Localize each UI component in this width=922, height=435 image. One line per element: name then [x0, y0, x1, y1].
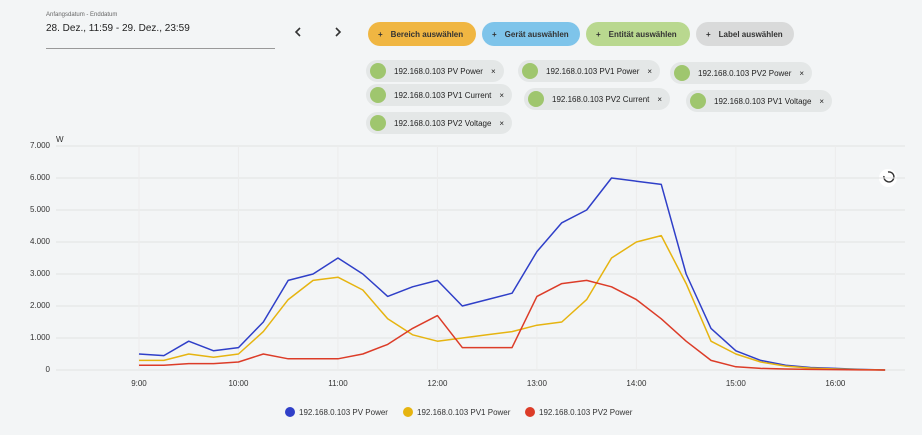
chip-icon [528, 91, 544, 107]
prev-arrow[interactable] [294, 27, 301, 37]
chip-icon [674, 65, 690, 81]
y-tick-label: 2.000 [30, 301, 51, 310]
close-icon[interactable]: × [499, 118, 505, 128]
chip-icon [522, 63, 538, 79]
chip[interactable]: 192.168.0.103 PV1 Power × [518, 60, 661, 82]
next-arrow[interactable] [335, 27, 342, 37]
button-label: Gerät auswählen [504, 29, 569, 39]
chip-label: 192.168.0.103 PV2 Voltage [394, 118, 492, 128]
y-tick-label: 3.000 [30, 269, 51, 278]
button-label: Bereich auswählen [390, 29, 464, 39]
chip-label: 192.168.0.103 PV1 Voltage [714, 96, 812, 106]
plus-icon: + [378, 29, 383, 39]
plus-icon: + [596, 29, 601, 39]
x-tick-label: 12:00 [427, 379, 448, 388]
chip[interactable]: 192.168.0.103 PV1 Voltage × [686, 90, 833, 112]
button[interactable]: + Label auswählen [696, 22, 794, 46]
y-unit: W [56, 135, 64, 144]
chip-label: 192.168.0.103 PV1 Power [546, 66, 640, 76]
x-tick-label: 13:00 [527, 379, 548, 388]
legend-marker [525, 407, 535, 417]
legend-label: 192.168.0.103 PV2 Power [539, 408, 633, 417]
data-line [138, 279, 886, 371]
button-label: Label auswählen [718, 29, 783, 39]
x-tick-label: 14:00 [626, 379, 647, 388]
x-tick-label: 15:00 [726, 379, 747, 388]
close-icon[interactable]: × [657, 94, 663, 104]
button[interactable]: + Entität auswählen [586, 22, 690, 46]
x-tick-label: 10:00 [228, 379, 249, 388]
legend-marker [403, 407, 413, 417]
close-icon[interactable]: × [499, 90, 505, 100]
chip-icon [690, 93, 706, 109]
data-line [138, 234, 886, 371]
date-label: Anfangsdatum - Enddatum [46, 12, 118, 18]
button[interactable]: + Bereich auswählen [368, 22, 476, 46]
y-tick-label: 5.000 [30, 205, 51, 214]
chip-icon [370, 87, 386, 103]
button[interactable]: + Gerät auswählen [482, 22, 580, 46]
chip-label: 192.168.0.103 PV2 Power [698, 68, 792, 78]
y-tick-label: 1.000 [30, 333, 51, 342]
close-icon[interactable]: × [490, 66, 496, 76]
plus-icon: + [492, 29, 497, 39]
chip[interactable]: 192.168.0.103 PV1 Current × [366, 84, 513, 106]
x-tick-label: 11:00 [328, 379, 348, 388]
chip-label: 192.168.0.103 PV1 Current [394, 90, 492, 100]
plus-icon: + [706, 29, 711, 39]
chip-label: 192.168.0.103 PV2 Current [552, 94, 650, 104]
chip[interactable]: 192.168.0.103 PV Power × [366, 60, 504, 82]
chip[interactable]: 192.168.0.103 PV2 Voltage × [366, 112, 513, 134]
chip-icon [370, 115, 386, 131]
chip-icon [370, 63, 386, 79]
data-line [138, 177, 886, 371]
date-value: 28. Dez., 11:59 - 29. Dez., 23:59 [46, 23, 190, 34]
chip[interactable]: 192.168.0.103 PV2 Power × [670, 62, 813, 84]
x-tick-label: 16:00 [825, 379, 846, 388]
x-tick-label: 9:00 [131, 379, 147, 388]
nav-arrows [294, 27, 342, 37]
button-label: Entität auswählen [608, 29, 677, 39]
y-tick-label: 4.000 [30, 237, 51, 246]
chip-label: 192.168.0.103 PV Power [394, 66, 483, 76]
legend-label: 192.168.0.103 PV Power [299, 408, 388, 417]
legend-marker [285, 407, 295, 417]
close-icon[interactable]: × [647, 66, 653, 76]
legend-label: 192.168.0.103 PV1 Power [417, 408, 511, 417]
close-icon[interactable]: × [819, 96, 825, 106]
close-icon[interactable]: × [799, 68, 805, 78]
y-tick-label: 7.000 [30, 141, 51, 150]
y-tick-label: 0 [46, 365, 51, 374]
date-picker[interactable]: Anfangsdatum - Enddatum 28. Dez., 11:59 … [46, 12, 275, 49]
chip[interactable]: 192.168.0.103 PV2 Current × [524, 88, 671, 110]
y-tick-label: 6.000 [30, 173, 51, 182]
